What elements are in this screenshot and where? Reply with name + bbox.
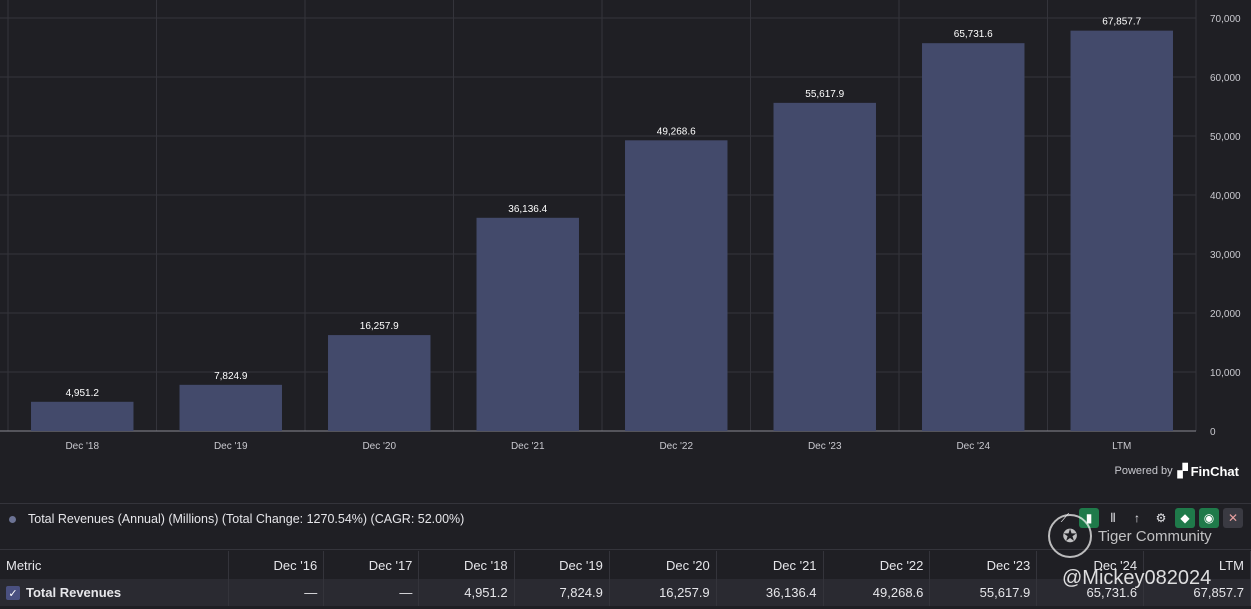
header-dec19[interactable]: Dec '19 — [514, 551, 610, 579]
value-cell: 67,857.7 — [1143, 579, 1251, 606]
value-cell: 36,136.4 — [716, 579, 824, 606]
metric-name: Total Revenues — [26, 585, 122, 601]
data-label: 7,824.9 — [214, 371, 248, 382]
value-cell: 49,268.6 — [823, 579, 931, 606]
data-label: 49,268.6 — [657, 126, 696, 137]
data-label: 16,257.9 — [360, 321, 399, 332]
metrics-table: Metric Dec '16 Dec '17 Dec '18 Dec '19 D… — [0, 551, 1251, 606]
data-label: 65,731.6 — [954, 29, 993, 40]
data-label: 67,857.7 — [1102, 17, 1141, 28]
value-cell: 55,617.9 — [929, 579, 1038, 606]
x-tick-label: Dec '24 — [956, 441, 990, 452]
table-divider — [0, 549, 1251, 550]
y-tick-label: 50,000 — [1210, 132, 1241, 143]
section-divider — [0, 503, 1251, 504]
data-label: 4,951.2 — [66, 388, 100, 399]
legend-text: Total Revenues (Annual) (Millions) (Tota… — [28, 512, 465, 526]
x-tick-label: LTM — [1112, 441, 1131, 452]
chart-toolbar: ⟋ ▮ ⫴ ↑ ⚙ ◆ ◉ ✕ — [1055, 508, 1243, 528]
bar — [773, 102, 876, 431]
line-chart-icon[interactable]: ⟋ — [1060, 510, 1070, 525]
header-dec21[interactable]: Dec '21 — [716, 551, 824, 579]
header-metric[interactable]: Metric — [0, 551, 229, 579]
bar-chart-icon[interactable]: ▮ — [1079, 508, 1099, 528]
bar — [179, 384, 282, 431]
bar — [31, 401, 134, 431]
powered-by[interactable]: Powered by ▞ FinChat — [1115, 463, 1239, 479]
value-cell: 4,951.2 — [418, 579, 515, 606]
revenue-bar-chart: 0 10,000 20,000 30,000 40,000 50,000 60,000 70,… — [0, 0, 1241, 452]
header-ltm[interactable]: LTM — [1143, 551, 1251, 579]
y-tick-label: 60,000 — [1210, 73, 1241, 84]
y-tick-label: 20,000 — [1210, 309, 1241, 320]
data-label: 55,617.9 — [805, 89, 844, 100]
y-tick-label: 70,000 — [1210, 14, 1241, 25]
bar — [1070, 30, 1173, 432]
sort-icon[interactable]: ↑ — [1134, 511, 1140, 525]
bar — [625, 140, 728, 432]
metric-checkbox[interactable]: ✓ — [6, 586, 20, 601]
chart-svg: 0 10,000 20,000 30,000 40,000 50,000 60,000 70,… — [0, 0, 1241, 452]
header-dec24[interactable]: Dec '24 — [1036, 551, 1145, 579]
y-tick-label: 30,000 — [1210, 250, 1241, 261]
y-tick-label: 40,000 — [1210, 191, 1241, 202]
header-dec23[interactable]: Dec '23 — [929, 551, 1038, 579]
bar — [476, 217, 579, 431]
x-tick-label: Dec '18 — [65, 441, 99, 452]
header-dec18[interactable]: Dec '18 — [418, 551, 515, 579]
eye-icon[interactable]: ◉ — [1199, 508, 1219, 528]
x-tick-label: Dec '21 — [511, 441, 545, 452]
table-header-row: Metric Dec '16 Dec '17 Dec '18 Dec '19 D… — [0, 551, 1251, 579]
table-row: ✓ Total Revenues — — 4,951.2 7,824.9 16,2… — [0, 579, 1251, 606]
header-dec20[interactable]: Dec '20 — [609, 551, 717, 579]
y-tick-label: 0 — [1210, 427, 1216, 438]
x-tick-label: Dec '20 — [362, 441, 396, 452]
value-cell: 7,824.9 — [514, 579, 610, 606]
close-icon[interactable]: ✕ — [1223, 508, 1243, 528]
value-cell: 65,731.6 — [1036, 579, 1145, 606]
y-tick-label: 10,000 — [1210, 368, 1241, 379]
header-dec16[interactable]: Dec '16 — [228, 551, 325, 579]
header-dec17[interactable]: Dec '17 — [323, 551, 420, 579]
value-cell: — — [228, 579, 325, 606]
x-tick-label: Dec '23 — [808, 441, 842, 452]
bar — [922, 43, 1025, 431]
finchat-icon: ▞ — [1177, 463, 1188, 478]
gear-icon[interactable]: ⚙ — [1155, 511, 1167, 525]
metric-cell: ✓ Total Revenues — [0, 579, 229, 606]
tag-icon[interactable]: ◆ — [1175, 508, 1195, 528]
value-cell: — — [323, 579, 420, 606]
series-dot — [9, 515, 16, 523]
legend-bar: Total Revenues (Annual) (Millions) (Tota… — [0, 505, 1251, 533]
bar — [328, 335, 431, 431]
value-cell: 16,257.9 — [609, 579, 717, 606]
x-tick-label: Dec '22 — [659, 441, 693, 452]
finchat-logo: ▞ FinChat — [1178, 463, 1239, 479]
powered-by-label: Powered by — [1114, 465, 1173, 477]
header-dec22[interactable]: Dec '22 — [823, 551, 931, 579]
finchat-brand: FinChat — [1190, 463, 1239, 479]
stacked-bar-icon[interactable]: ⫴ — [1110, 510, 1116, 525]
x-tick-label: Dec '19 — [214, 441, 248, 452]
data-label: 36,136.4 — [508, 204, 547, 215]
